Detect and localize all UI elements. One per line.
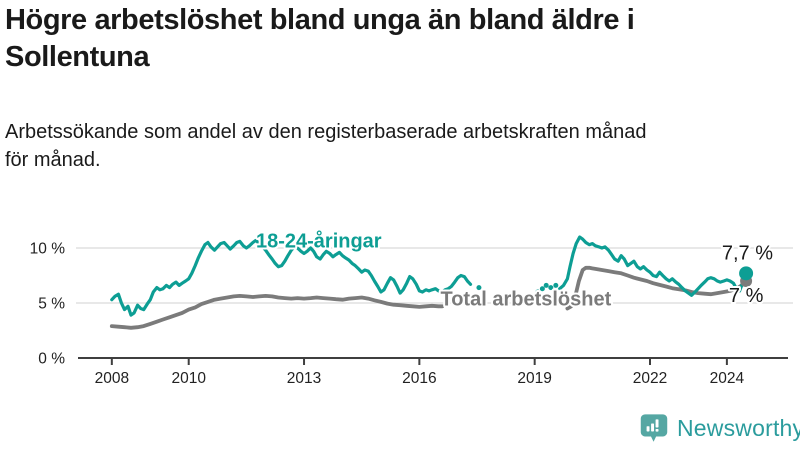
series-point xyxy=(553,282,559,288)
bar-tall-icon xyxy=(651,423,654,432)
exclamation-dot-icon xyxy=(655,429,659,432)
x-axis-tick-label: 2019 xyxy=(517,370,551,387)
x-axis-tick-label: 2024 xyxy=(710,370,745,387)
x-axis-tick-label: 2016 xyxy=(402,370,436,387)
chart-subtitle: Arbetssökande som andel av den registerb… xyxy=(5,118,785,175)
y-axis-tick-label: 5 % xyxy=(38,296,65,313)
series-line xyxy=(110,238,473,317)
chart-annotation: 7 % xyxy=(729,285,764,307)
series-point xyxy=(539,286,545,292)
x-axis-tick-label: 2022 xyxy=(633,370,667,387)
y-axis-tick-label: 10 % xyxy=(30,241,66,258)
x-axis-tick-label: 2013 xyxy=(287,370,321,387)
series-point xyxy=(548,285,554,291)
series-point xyxy=(535,289,541,295)
series-point xyxy=(476,285,482,291)
chart-annotation: 18-24-åringar xyxy=(256,229,382,252)
exclamation-bar-icon xyxy=(655,419,659,428)
chart-annotation: 7,7 % xyxy=(722,243,773,265)
newsworthy-speech-bubble-chart-icon xyxy=(640,414,668,442)
series-line xyxy=(558,235,748,297)
y-axis-tick-label: 0 % xyxy=(38,351,65,368)
chart-subtitle-line-1: Arbetssökande som andel av den registerb… xyxy=(5,121,647,143)
page-title: Högre arbetslöshet bland unga än bland ä… xyxy=(5,4,635,73)
newsworthy-logo: Newsworthy xyxy=(639,412,800,445)
newsworthy-logo-text: Newsworthy xyxy=(677,415,800,441)
series-end-dot xyxy=(739,266,754,281)
bar-short-icon xyxy=(646,426,650,432)
x-axis-tick-label: 2008 xyxy=(95,370,129,387)
chart-annotation: Total arbetslöshet xyxy=(440,288,611,310)
chart-subtitle-line-2: för månad. xyxy=(5,149,101,172)
x-axis-tick-label: 2010 xyxy=(171,370,206,387)
series-point xyxy=(543,282,549,288)
series-line xyxy=(109,293,445,330)
series-line xyxy=(565,265,748,311)
